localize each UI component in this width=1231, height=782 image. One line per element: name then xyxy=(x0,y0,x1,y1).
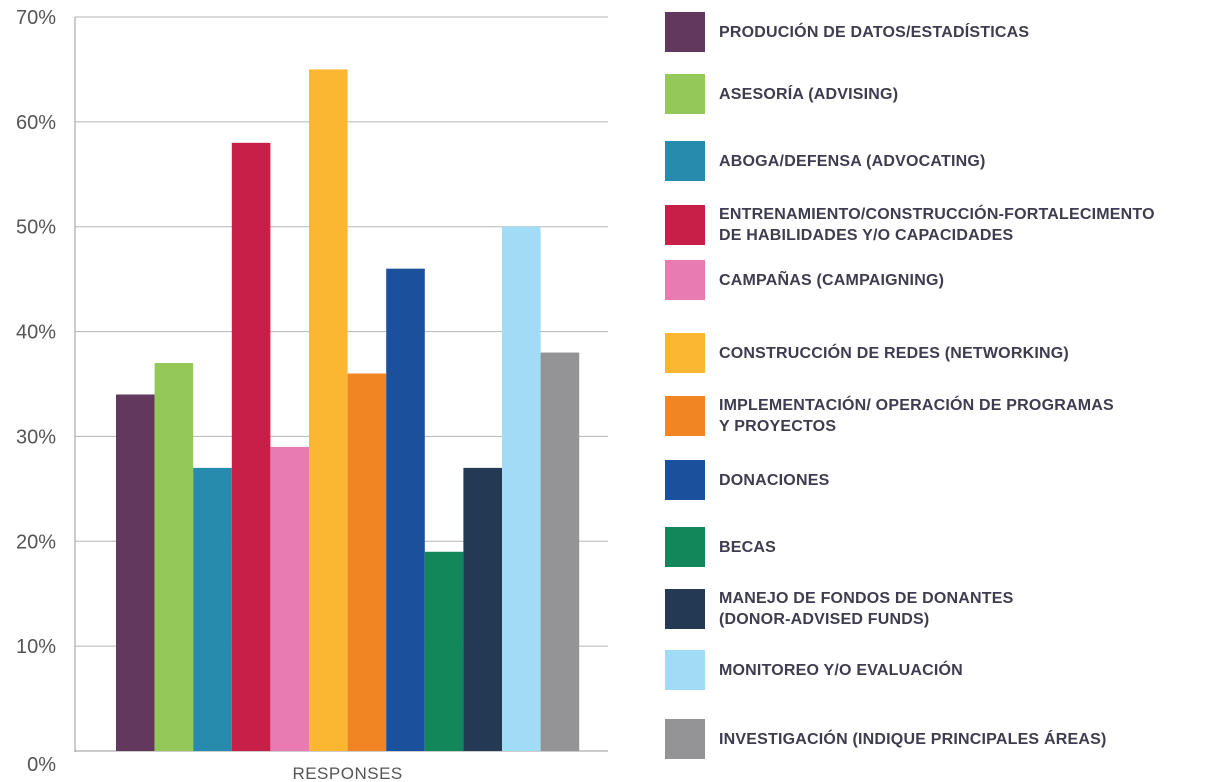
bar xyxy=(463,468,502,751)
legend-label: MANEJO DE FONDOS DE DONANTES (DONOR-ADVI… xyxy=(719,588,1229,630)
legend-label: PRODUCIÓN DE DATOS/ESTADÍSTICAS xyxy=(719,22,1229,43)
y-tick-label: 30% xyxy=(16,426,56,448)
legend-item: BECAS xyxy=(665,527,1229,567)
legend-item: MONITOREO Y/O EVALUACIÓN xyxy=(665,650,1229,690)
bar xyxy=(116,394,155,751)
legend-swatch xyxy=(665,719,705,759)
legend-swatch xyxy=(665,205,705,245)
bar xyxy=(193,468,232,751)
legend-item: IMPLEMENTACIÓN/ OPERACIÓN DE PROGRAMAS Y… xyxy=(665,395,1229,437)
y-tick-label: 40% xyxy=(16,322,56,344)
legend-label: ENTRENAMIENTO/CONSTRUCCIÓN-FORTALECIMENT… xyxy=(719,204,1229,246)
legend-swatch xyxy=(665,460,705,500)
legend-swatch xyxy=(665,260,705,300)
legend-label: INVESTIGACIÓN (INDIQUE PRINCIPALES ÁREAS… xyxy=(719,729,1229,750)
bar xyxy=(541,353,580,751)
x-axis-label: RESPONSES xyxy=(292,764,402,782)
y-tick-label: 20% xyxy=(16,531,56,553)
y-tick-label: 0% xyxy=(27,754,56,776)
bar xyxy=(386,269,425,751)
legend-label: CAMPAÑAS (CAMPAIGNING) xyxy=(719,270,1229,291)
legend-swatch xyxy=(665,12,705,52)
legend-item: CAMPAÑAS (CAMPAIGNING) xyxy=(665,260,1229,300)
legend-swatch xyxy=(665,74,705,114)
legend-swatch xyxy=(665,589,705,629)
bar xyxy=(232,143,271,751)
bar xyxy=(348,374,387,751)
y-tick-label: 50% xyxy=(16,217,56,239)
legend-label: BECAS xyxy=(719,537,1229,558)
legend-item: PRODUCIÓN DE DATOS/ESTADÍSTICAS xyxy=(665,12,1229,52)
legend-label: IMPLEMENTACIÓN/ OPERACIÓN DE PROGRAMAS Y… xyxy=(719,395,1229,437)
bar xyxy=(270,447,309,751)
legend-item: ENTRENAMIENTO/CONSTRUCCIÓN-FORTALECIMENT… xyxy=(665,204,1229,246)
bar-chart: 0% 10% 20% 30% 40% 50% 60% 70% RESPONSES xyxy=(0,0,640,782)
legend-item: ABOGA/DEFENSA (ADVOCATING) xyxy=(665,141,1229,181)
legend-label: ABOGA/DEFENSA (ADVOCATING) xyxy=(719,151,1229,172)
bar xyxy=(155,363,194,751)
bar xyxy=(502,227,541,751)
y-tick-label: 60% xyxy=(16,112,56,134)
y-tick-label: 10% xyxy=(16,636,56,658)
legend-item: DONACIONES xyxy=(665,460,1229,500)
legend-item: ASESORÍA (ADVISING) xyxy=(665,74,1229,114)
legend-swatch xyxy=(665,141,705,181)
chart-canvas: 0% 10% 20% 30% 40% 50% 60% 70% RESPONSES xyxy=(0,0,640,782)
legend-swatch xyxy=(665,333,705,373)
legend-swatch xyxy=(665,527,705,567)
legend-swatch xyxy=(665,650,705,690)
legend-label: ASESORÍA (ADVISING) xyxy=(719,84,1229,105)
legend-label: DONACIONES xyxy=(719,470,1229,491)
legend-item: MANEJO DE FONDOS DE DONANTES (DONOR-ADVI… xyxy=(665,588,1229,630)
y-tick-label: 70% xyxy=(16,7,56,29)
bar xyxy=(309,69,348,751)
legend-swatch xyxy=(665,396,705,436)
bar xyxy=(425,552,464,751)
legend-label: MONITOREO Y/O EVALUACIÓN xyxy=(719,660,1229,681)
legend-item: CONSTRUCCIÓN DE REDES (NETWORKING) xyxy=(665,333,1229,373)
legend-label: CONSTRUCCIÓN DE REDES (NETWORKING) xyxy=(719,343,1229,364)
legend-item: INVESTIGACIÓN (INDIQUE PRINCIPALES ÁREAS… xyxy=(665,719,1229,759)
